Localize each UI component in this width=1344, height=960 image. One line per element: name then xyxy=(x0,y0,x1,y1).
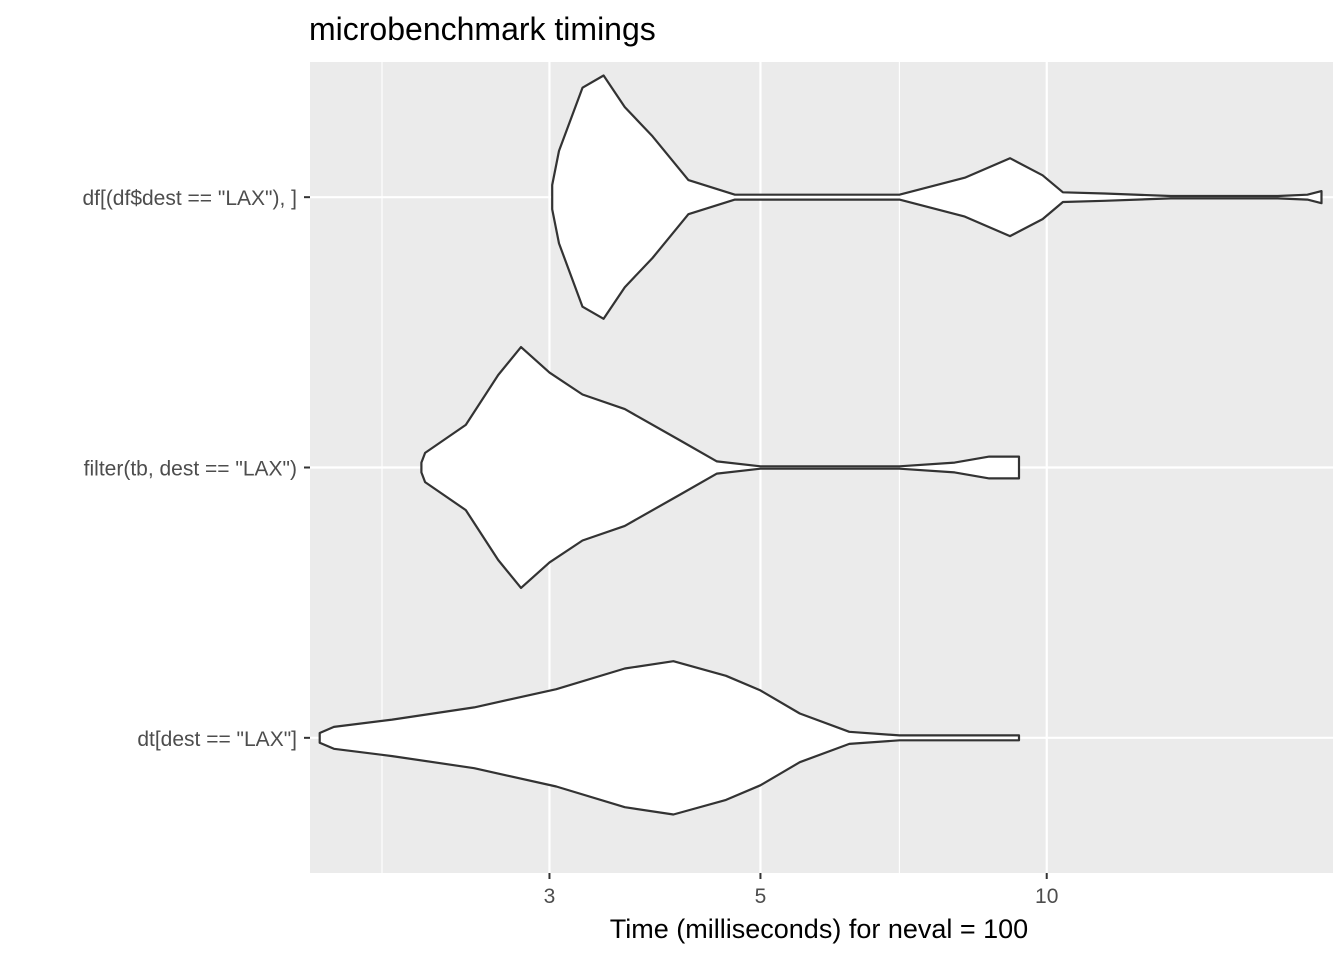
y-tick-label: df[(df$dest == "LAX"), ] xyxy=(82,187,297,210)
x-tick-label: 3 xyxy=(544,885,556,908)
chart-title: microbenchmark timings xyxy=(309,11,656,47)
x-axis-title: Time (milliseconds) for neval = 100 xyxy=(610,914,1028,944)
y-tick-label: dt[dest == "LAX"] xyxy=(137,728,297,751)
violins xyxy=(318,74,1323,816)
x-axis: 3 5 10 xyxy=(544,873,1058,908)
x-tick-label: 10 xyxy=(1035,885,1058,908)
violin-1 xyxy=(420,346,1021,589)
x-tick-label: 5 xyxy=(755,885,767,908)
violin-2 xyxy=(551,74,1323,320)
y-axis: dt[dest == "LAX"] filter(tb, dest == "LAX… xyxy=(82,187,310,751)
y-tick-label: filter(tb, dest == "LAX") xyxy=(84,458,297,481)
violin-0 xyxy=(318,660,1021,816)
